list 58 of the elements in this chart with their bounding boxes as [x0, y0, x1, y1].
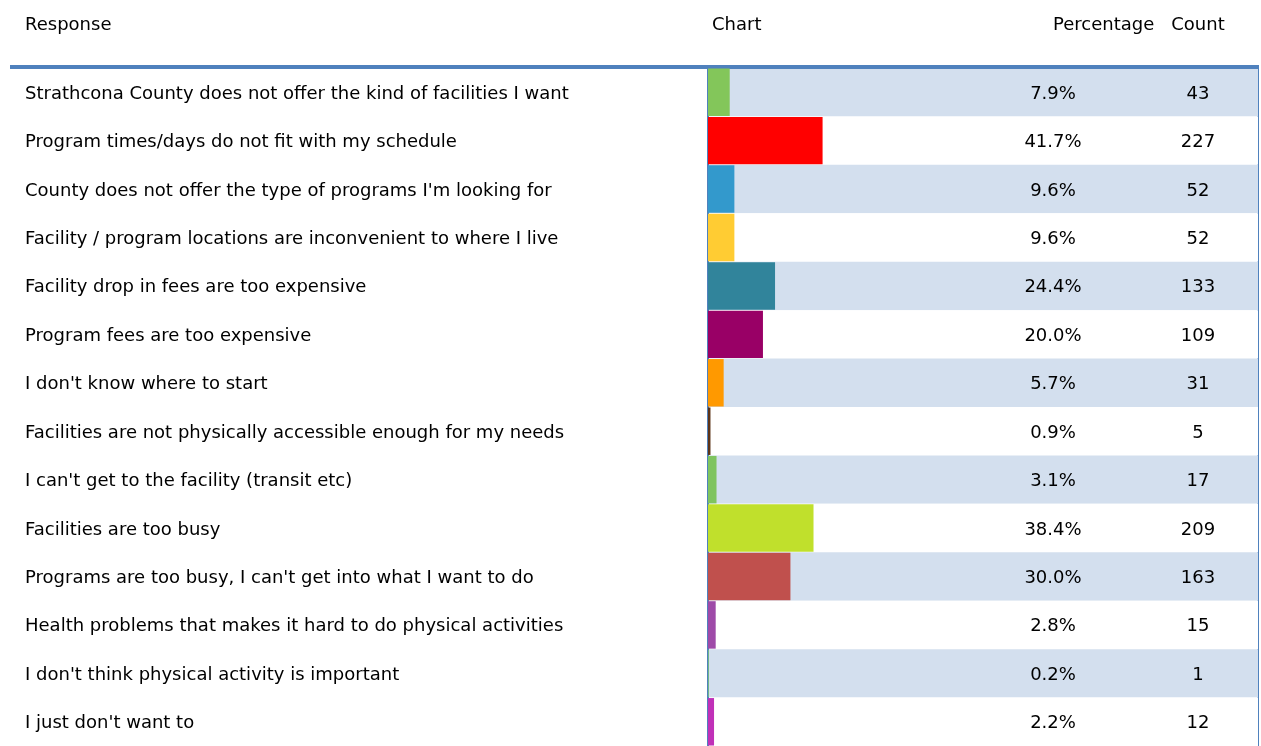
bar — [708, 116, 823, 165]
y-tick-label: Facility / program locations are inconvenient to where I live — [25, 227, 559, 248]
text: 52 — [1186, 227, 1210, 248]
bar — [708, 698, 715, 746]
text: 133 — [1180, 275, 1216, 297]
data-label: 7.9% — [1030, 81, 1076, 103]
text: 163 — [1180, 566, 1216, 587]
text: 43 — [1186, 81, 1210, 103]
text: 12 — [1186, 711, 1210, 733]
y-tick-label: Health problems that makes it hard to do physical activities — [25, 614, 564, 636]
bar — [708, 359, 724, 407]
text: 209 — [1180, 517, 1216, 539]
y-tick-label: I don't know where to start — [25, 372, 268, 394]
data-label: 0.9% — [1030, 420, 1076, 442]
bar — [708, 310, 763, 359]
y-tick-label: I don't think physical activity is important — [25, 662, 400, 684]
data-label: 24.4% — [1024, 275, 1082, 297]
y-tick-label: Program fees are too expensive — [25, 323, 312, 345]
bar — [708, 504, 814, 552]
data-label: 0.2% — [1030, 662, 1076, 684]
y-tick-label: Facilities are not physically accessible enough for my needs — [25, 420, 565, 442]
text: 109 — [1180, 323, 1216, 345]
x-axis-title: Chart — [712, 12, 762, 34]
data-label: 41.7% — [1024, 130, 1082, 152]
text: 1 — [1192, 662, 1204, 684]
y-tick-label: Facilities are too busy — [25, 517, 221, 539]
data-label: 30.0% — [1024, 566, 1082, 587]
data-label: 5.7% — [1030, 372, 1076, 394]
bar — [708, 455, 717, 504]
y-tick-label: County does not offer the type of programs I'm looking for — [25, 178, 553, 200]
text: 15 — [1186, 614, 1210, 636]
text: 31 — [1186, 372, 1210, 394]
text: 227 — [1180, 130, 1216, 152]
y-tick-label: I can't get to the facility (transit etc) — [25, 469, 353, 491]
bar — [708, 262, 776, 310]
text: Count — [1171, 12, 1225, 34]
y-tick-label: Programs are too busy, I can't get into what I want to do — [25, 566, 534, 587]
data-label: 20.0% — [1024, 323, 1082, 345]
text: Percentage — [1053, 12, 1155, 34]
data-label: 3.1% — [1030, 469, 1076, 491]
text: 52 — [1186, 178, 1210, 200]
y-tick-label: Strathcona County does not offer the kind of facilities I want — [25, 81, 569, 103]
y-tick-label: I just don't want to — [25, 711, 195, 733]
data-label: 2.2% — [1030, 711, 1076, 733]
y-tick-label: Facility drop in fees are too expensive — [25, 275, 367, 297]
bar — [708, 165, 735, 213]
text: 17 — [1186, 469, 1210, 491]
bar — [708, 552, 791, 601]
data-label: 38.4% — [1024, 517, 1082, 539]
y-tick-label: Program times/days do not fit with my schedule — [25, 130, 457, 152]
bar — [708, 68, 730, 116]
y-axis-title: Response — [25, 12, 112, 34]
text: 5 — [1192, 420, 1204, 442]
data-label: 9.6% — [1030, 227, 1076, 248]
data-label: 2.8% — [1030, 614, 1076, 636]
bar — [708, 601, 716, 649]
data-label: 9.6% — [1030, 178, 1076, 200]
bar — [708, 213, 735, 262]
